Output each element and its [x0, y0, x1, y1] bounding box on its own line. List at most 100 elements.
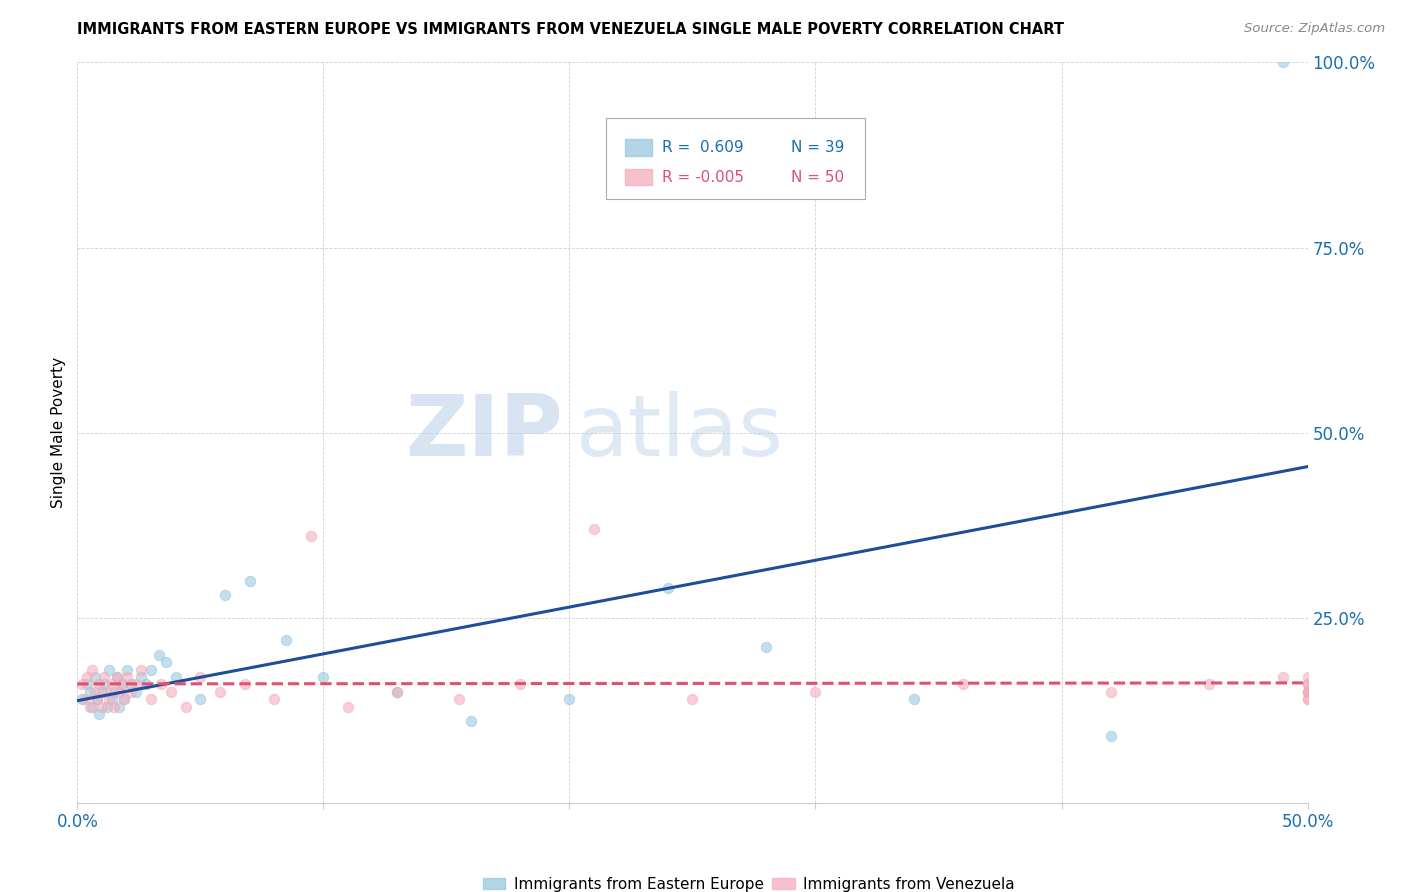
- Point: [460, 714, 482, 729]
- Point: [86, 692, 108, 706]
- Point: [70, 692, 93, 706]
- Point: [214, 589, 236, 603]
- Point: [385, 685, 409, 699]
- FancyBboxPatch shape: [606, 118, 865, 200]
- Point: [79, 699, 101, 714]
- Point: [103, 699, 125, 714]
- Point: [89, 706, 111, 721]
- Bar: [624, 169, 652, 186]
- Bar: [624, 139, 652, 156]
- Point: [141, 663, 163, 677]
- Point: [90, 699, 114, 714]
- Point: [108, 699, 131, 714]
- Point: [83, 685, 105, 699]
- Point: [509, 677, 531, 691]
- Point: [1296, 677, 1319, 691]
- Point: [583, 522, 606, 536]
- Point: [112, 692, 135, 706]
- Point: [101, 677, 124, 691]
- Point: [115, 663, 138, 677]
- Point: [263, 692, 285, 706]
- Point: [93, 670, 115, 684]
- Point: [98, 692, 121, 706]
- Point: [86, 692, 108, 706]
- Point: [98, 663, 121, 677]
- Point: [233, 677, 256, 691]
- Point: [101, 692, 124, 706]
- Text: Immigrants from Eastern Europe: Immigrants from Eastern Europe: [515, 877, 763, 892]
- Point: [952, 677, 974, 691]
- Point: [129, 663, 153, 677]
- Point: [558, 692, 581, 706]
- Point: [105, 670, 128, 684]
- Point: [115, 670, 138, 684]
- Point: [188, 692, 212, 706]
- Point: [1296, 685, 1319, 699]
- Point: [135, 677, 157, 691]
- Point: [125, 685, 148, 699]
- Point: [385, 685, 409, 699]
- Point: [682, 692, 704, 706]
- Point: [447, 692, 470, 706]
- Point: [1296, 685, 1319, 699]
- Point: [141, 692, 163, 706]
- Point: [76, 677, 98, 691]
- Point: [129, 670, 153, 684]
- Point: [755, 640, 778, 655]
- Point: [90, 685, 114, 699]
- Point: [150, 677, 173, 691]
- Point: [1272, 55, 1295, 70]
- Point: [70, 677, 93, 691]
- Text: Immigrants from Venezuela: Immigrants from Venezuela: [803, 877, 1015, 892]
- Point: [79, 685, 101, 699]
- Text: IMMIGRANTS FROM EASTERN EUROPE VS IMMIGRANTS FROM VENEZUELA SINGLE MALE POVERTY : IMMIGRANTS FROM EASTERN EUROPE VS IMMIGR…: [77, 22, 1064, 37]
- Point: [121, 685, 143, 699]
- Point: [299, 529, 322, 543]
- Text: ZIP: ZIP: [405, 391, 564, 475]
- Point: [209, 685, 232, 699]
- Point: [1272, 670, 1295, 684]
- Point: [83, 670, 105, 684]
- Point: [903, 692, 925, 706]
- Point: [1099, 729, 1122, 743]
- Point: [96, 699, 118, 714]
- Point: [165, 670, 187, 684]
- Point: [1296, 685, 1319, 699]
- Point: [160, 685, 183, 699]
- Point: [111, 677, 132, 691]
- Text: R =  0.609: R = 0.609: [662, 140, 744, 155]
- Point: [125, 677, 148, 691]
- Point: [111, 677, 132, 691]
- Point: [121, 677, 143, 691]
- Point: [188, 670, 212, 684]
- Text: N = 50: N = 50: [792, 169, 844, 185]
- Point: [312, 670, 335, 684]
- Point: [82, 663, 104, 677]
- Point: [1296, 692, 1319, 706]
- Point: [239, 574, 262, 588]
- Point: [1296, 677, 1319, 691]
- Point: [73, 692, 96, 706]
- Point: [148, 648, 170, 662]
- Point: [103, 685, 125, 699]
- Point: [657, 581, 679, 595]
- Point: [93, 677, 115, 691]
- Point: [96, 685, 118, 699]
- Point: [276, 632, 298, 647]
- Y-axis label: Single Male Poverty: Single Male Poverty: [51, 357, 66, 508]
- Point: [174, 699, 197, 714]
- Point: [1296, 692, 1319, 706]
- Point: [1099, 685, 1122, 699]
- Point: [1198, 677, 1220, 691]
- Text: N = 39: N = 39: [792, 140, 844, 155]
- Point: [105, 670, 128, 684]
- Point: [112, 692, 135, 706]
- Text: Source: ZipAtlas.com: Source: ZipAtlas.com: [1244, 22, 1385, 36]
- Point: [82, 699, 104, 714]
- Point: [108, 685, 131, 699]
- Point: [76, 670, 98, 684]
- Text: R = -0.005: R = -0.005: [662, 169, 744, 185]
- Point: [1296, 670, 1319, 684]
- Bar: [772, 878, 794, 888]
- Point: [337, 699, 360, 714]
